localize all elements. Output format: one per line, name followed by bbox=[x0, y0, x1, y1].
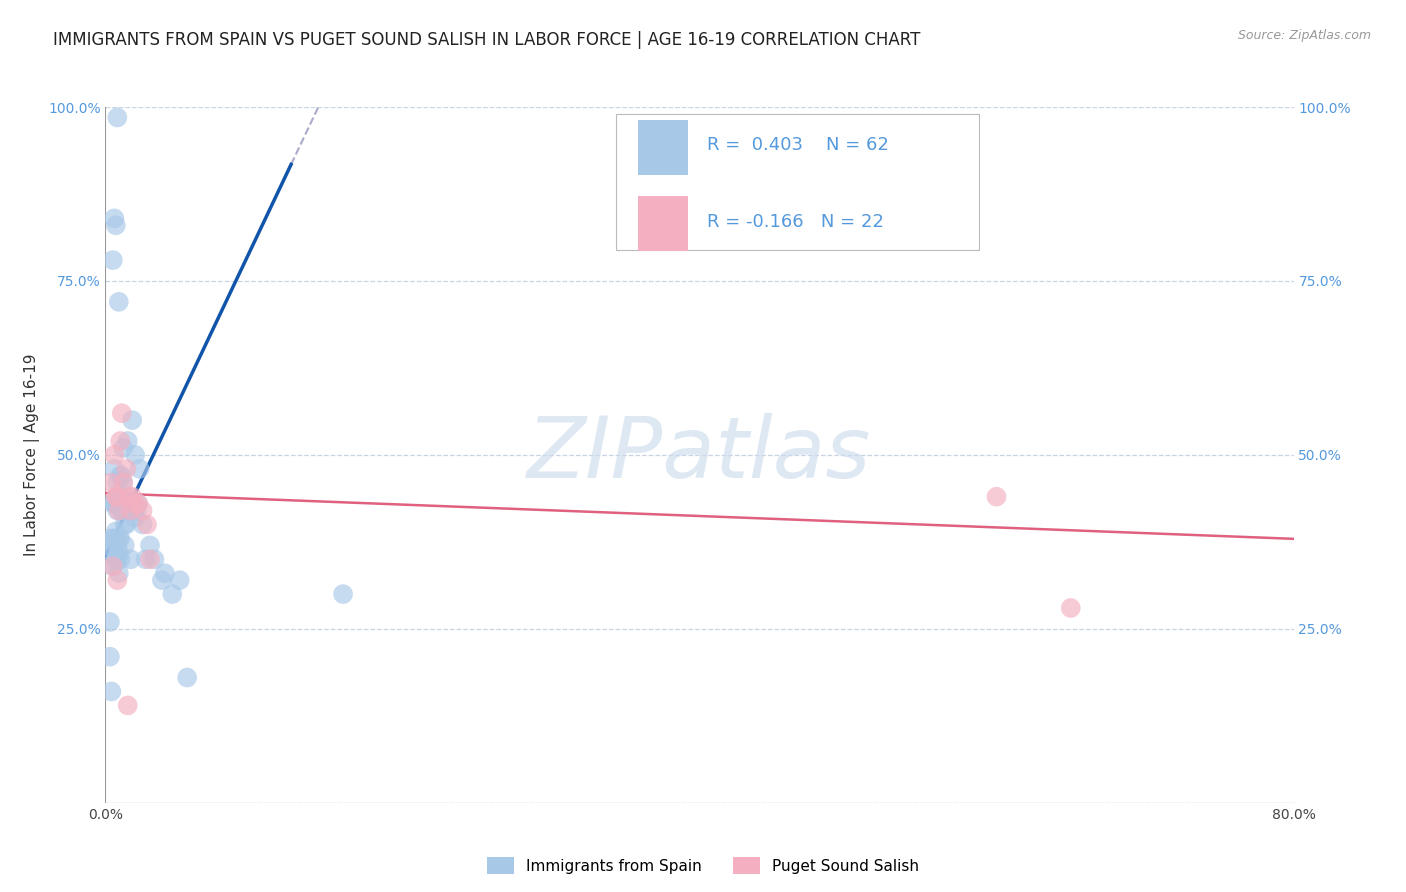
Point bbox=[128, 462, 150, 476]
Point bbox=[110, 552, 132, 566]
Point bbox=[105, 111, 128, 125]
Point bbox=[103, 448, 125, 462]
Point bbox=[332, 587, 354, 601]
Point bbox=[108, 545, 131, 559]
Point bbox=[117, 698, 139, 713]
Text: ZIPatlas: ZIPatlas bbox=[527, 413, 872, 497]
Point bbox=[108, 490, 131, 504]
Point bbox=[115, 517, 138, 532]
Point bbox=[114, 517, 136, 532]
Point bbox=[127, 497, 149, 511]
FancyBboxPatch shape bbox=[638, 120, 688, 175]
Point bbox=[97, 538, 120, 552]
Point bbox=[122, 503, 145, 517]
Point bbox=[101, 497, 124, 511]
Point bbox=[105, 490, 128, 504]
Point bbox=[105, 503, 128, 517]
Point bbox=[131, 503, 153, 517]
Point bbox=[100, 475, 122, 490]
Point bbox=[121, 497, 143, 511]
Point bbox=[121, 413, 143, 427]
Point bbox=[162, 587, 184, 601]
Point bbox=[117, 434, 139, 448]
Legend: Immigrants from Spain, Puget Sound Salish: Immigrants from Spain, Puget Sound Salis… bbox=[481, 851, 925, 880]
Point bbox=[986, 490, 1008, 504]
Point bbox=[136, 517, 159, 532]
Point bbox=[105, 538, 128, 552]
Point bbox=[100, 532, 122, 546]
Text: R = -0.166   N = 22: R = -0.166 N = 22 bbox=[707, 213, 883, 231]
Point bbox=[101, 545, 124, 559]
Point bbox=[139, 538, 162, 552]
Point bbox=[105, 490, 128, 504]
Point bbox=[1060, 601, 1083, 615]
Point bbox=[124, 510, 146, 524]
Point bbox=[104, 552, 127, 566]
Text: IMMIGRANTS FROM SPAIN VS PUGET SOUND SALISH IN LABOR FORCE | AGE 16-19 CORRELATI: IMMIGRANTS FROM SPAIN VS PUGET SOUND SAL… bbox=[53, 31, 921, 49]
FancyBboxPatch shape bbox=[638, 196, 688, 251]
Point bbox=[104, 490, 127, 504]
Point bbox=[101, 559, 124, 574]
Point bbox=[124, 448, 146, 462]
Point bbox=[105, 475, 128, 490]
Point bbox=[120, 503, 142, 517]
Point bbox=[150, 573, 173, 587]
Point bbox=[169, 573, 191, 587]
Point bbox=[111, 468, 134, 483]
Text: R =  0.403    N = 62: R = 0.403 N = 62 bbox=[707, 136, 889, 154]
Point bbox=[127, 497, 149, 511]
Point bbox=[111, 406, 134, 420]
Point bbox=[101, 253, 124, 268]
Point bbox=[108, 532, 131, 546]
Point bbox=[112, 475, 135, 490]
Point bbox=[115, 462, 138, 476]
Point bbox=[101, 559, 124, 574]
Point bbox=[103, 211, 125, 226]
Point bbox=[117, 497, 139, 511]
Point bbox=[118, 490, 141, 504]
FancyBboxPatch shape bbox=[616, 114, 979, 250]
Point bbox=[110, 468, 132, 483]
Y-axis label: In Labor Force | Age 16-19: In Labor Force | Age 16-19 bbox=[24, 353, 39, 557]
Point bbox=[105, 552, 128, 566]
Point bbox=[98, 649, 121, 664]
Point bbox=[110, 490, 132, 504]
Point bbox=[176, 671, 198, 685]
Point bbox=[114, 538, 136, 552]
Text: Source: ZipAtlas.com: Source: ZipAtlas.com bbox=[1237, 29, 1371, 42]
Point bbox=[120, 552, 142, 566]
Point bbox=[110, 434, 132, 448]
Point bbox=[118, 490, 141, 504]
Point bbox=[104, 524, 127, 539]
Point bbox=[112, 441, 135, 455]
Point bbox=[135, 552, 157, 566]
Point bbox=[143, 552, 166, 566]
Point bbox=[103, 497, 125, 511]
Point bbox=[103, 532, 125, 546]
Point bbox=[98, 615, 121, 629]
Point bbox=[108, 294, 131, 309]
Point bbox=[108, 503, 131, 517]
Point bbox=[110, 532, 132, 546]
Point bbox=[121, 490, 143, 504]
Point bbox=[104, 219, 127, 233]
Point bbox=[112, 475, 135, 490]
Point bbox=[153, 566, 176, 581]
Point bbox=[111, 503, 134, 517]
Point bbox=[131, 517, 153, 532]
Point bbox=[105, 573, 128, 587]
Point bbox=[100, 684, 122, 698]
Point bbox=[124, 497, 146, 511]
Point bbox=[112, 497, 135, 511]
Point bbox=[139, 552, 162, 566]
Point bbox=[125, 503, 148, 517]
Point bbox=[103, 462, 125, 476]
Point bbox=[104, 497, 127, 511]
Point bbox=[108, 566, 131, 581]
